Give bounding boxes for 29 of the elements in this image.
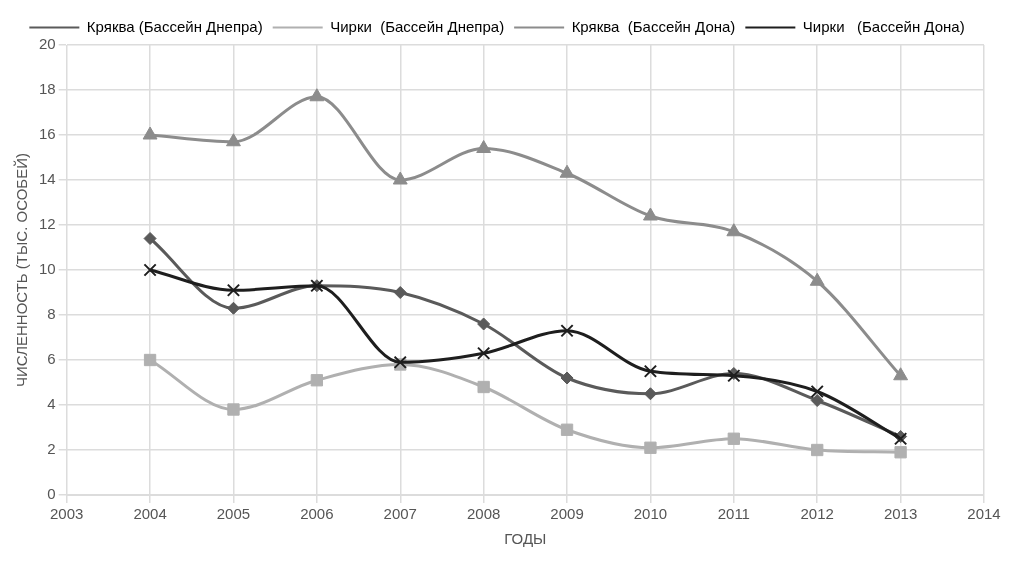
x-tick-label: 2011 bbox=[717, 505, 750, 523]
y-tick-label: 16 bbox=[39, 125, 56, 143]
legend-label: Чирки (Бассейн Дона) bbox=[802, 17, 965, 35]
y-tick-label: 0 bbox=[47, 485, 56, 503]
y-tick-label: 4 bbox=[47, 395, 56, 413]
x-tick-label: 2010 bbox=[633, 505, 668, 523]
x-tick-label: 2008 bbox=[466, 505, 501, 523]
x-tick-label: 2009 bbox=[550, 505, 584, 523]
y-tick-label: 8 bbox=[47, 305, 56, 323]
x-tick-label: 2006 bbox=[300, 505, 334, 523]
y-tick-label: 6 bbox=[47, 350, 56, 368]
legend-label: Кряква (Бассейн Дона) bbox=[571, 17, 736, 35]
x-tick-label: 2014 bbox=[967, 505, 1001, 523]
y-tick-label: 18 bbox=[39, 80, 56, 98]
x-tick-label: 2004 bbox=[133, 505, 167, 523]
x-tick-label: 2005 bbox=[216, 505, 251, 523]
x-axis-title: ГОДЫ bbox=[504, 530, 547, 548]
legend-label: Чирки (Бассейн Днепра) bbox=[330, 17, 505, 35]
y-axis-title: ЧИСЛЕННОСТЬ (ТЫС. ОСОБЕЙ) bbox=[13, 153, 31, 387]
x-tick-label: 2013 bbox=[883, 505, 918, 523]
x-tick-label: 2007 bbox=[383, 505, 417, 523]
x-tick-label: 2003 bbox=[50, 505, 84, 523]
y-tick-label: 12 bbox=[39, 215, 56, 233]
y-tick-label: 2 bbox=[47, 440, 56, 458]
x-tick-label: 2012 bbox=[800, 505, 834, 523]
y-tick-label: 10 bbox=[39, 260, 56, 278]
y-tick-label: 20 bbox=[39, 35, 56, 53]
y-tick-label: 14 bbox=[39, 170, 56, 188]
legend-label: Кряква (Бассейн Днепра) bbox=[86, 17, 263, 35]
